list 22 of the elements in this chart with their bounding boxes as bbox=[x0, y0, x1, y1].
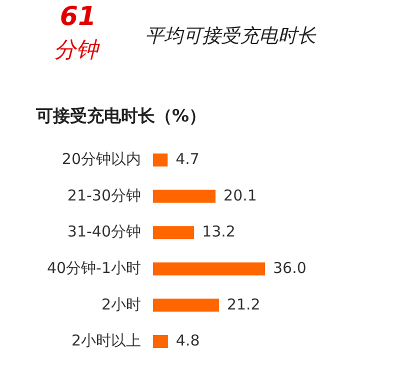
y-tick-label: 31-40分钟 bbox=[67, 222, 141, 241]
data-label: 36.0 bbox=[273, 258, 306, 278]
bar bbox=[153, 335, 168, 348]
y-tick-label: 21-30分钟 bbox=[67, 186, 141, 204]
text: 分钟 bbox=[54, 38, 100, 64]
data-label: 20.1 bbox=[224, 186, 257, 204]
chart-subtitle: 可接受充电时长（%） bbox=[35, 106, 206, 127]
y-tick-label: 20分钟以内 bbox=[62, 150, 141, 168]
text: 61 bbox=[60, 2, 96, 32]
chart-title: 平均可接受充电时长 bbox=[145, 25, 317, 48]
data-label: 4.8 bbox=[176, 332, 200, 350]
y-tick-label: 40分钟-1小时 bbox=[46, 258, 141, 278]
data-label: 21.2 bbox=[226, 295, 260, 314]
bar bbox=[153, 262, 265, 276]
bar bbox=[153, 154, 168, 166]
data-label: 13.2 bbox=[202, 222, 236, 241]
bar bbox=[153, 298, 219, 312]
y-tick-label: 2小时 bbox=[101, 295, 141, 314]
bar bbox=[153, 226, 194, 240]
y-tick-label: 2小时以上 bbox=[71, 332, 141, 350]
data-label: 4.7 bbox=[176, 150, 200, 168]
bar bbox=[153, 190, 216, 203]
